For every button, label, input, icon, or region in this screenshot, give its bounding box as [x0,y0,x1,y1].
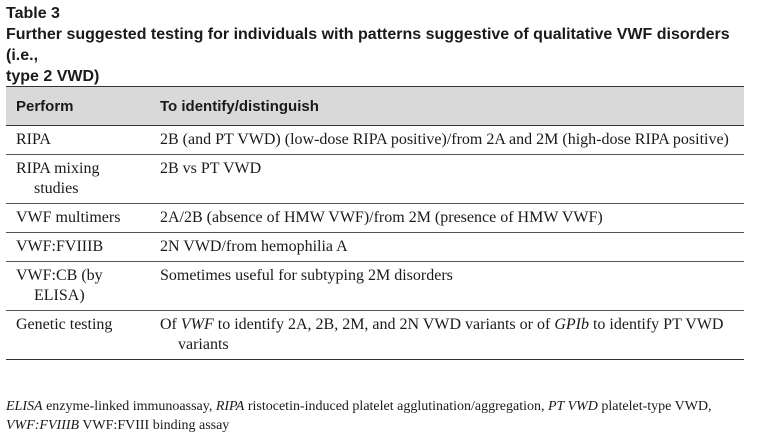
cell-identify: 2B vs PT VWD [146,154,744,204]
table-row: RIPA 2B (and PT VWD) (low-dose RIPA posi… [6,125,744,155]
cell-identify: Sometimes useful for subtyping 2M disord… [146,261,744,311]
abbr-vwf-fviiib: VWF:FVIIIB [6,418,80,433]
cell-perform: VWF multimers [6,203,146,233]
cell-identify: 2B (and PT VWD) (low-dose RIPA positive)… [146,125,744,155]
table-title-line-1: Further suggested testing for individual… [6,26,730,64]
table-footnote: ELISA enzyme-linked immunoassay, RIPA ri… [6,399,712,433]
table-title-line-2: type 2 VWD) [6,68,100,85]
abbr-elisa: ELISA [6,399,43,414]
table-row: VWF:CB (by ELISA) Sometimes useful for s… [6,261,744,311]
abbr-pt-vwd: PT VWD [547,399,598,414]
cell-identify: 2N VWD/from hemophilia A [146,232,744,262]
column-header-identify: To identify/distinguish [146,86,744,126]
table-row: RIPA mixing studies 2B vs PT VWD [6,154,744,204]
abbr-ripa: RIPA [215,399,245,414]
cell-perform: RIPA mixing studies [6,154,146,204]
cell-perform: Genetic testing [6,310,146,360]
testing-table: Perform To identify/distinguish RIPA 2B … [6,86,744,360]
cell-identify: 2A/2B (absence of HMW VWF)/from 2M (pres… [146,203,744,233]
cell-perform: RIPA [6,125,146,155]
table-row: VWF:FVIIIB 2N VWD/from hemophilia A [6,232,744,262]
column-header-perform: Perform [6,86,146,126]
cell-perform: VWF:CB (by ELISA) [6,261,146,311]
table-label: Table 3 [6,5,60,22]
table-header-row: Perform To identify/distinguish [6,86,744,126]
table-row: Genetic testing Of VWF to identify 2A, 2… [6,310,744,360]
table-caption: Table 3 Further suggested testing for in… [6,3,754,87]
cell-identify: Of VWF to identify 2A, 2B, 2M, and 2N VW… [146,310,744,360]
cell-perform: VWF:FVIIIB [6,232,146,262]
table-row: VWF multimers 2A/2B (absence of HMW VWF)… [6,203,744,233]
